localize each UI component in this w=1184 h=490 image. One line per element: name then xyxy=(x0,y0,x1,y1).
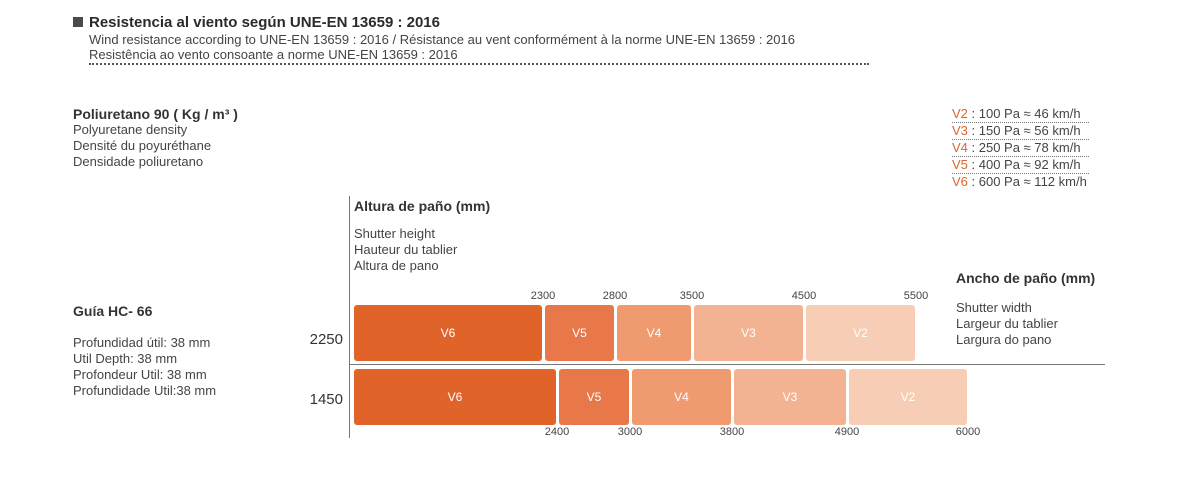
legend-row: V2 : 100 Pa ≈ 46 km/h xyxy=(952,106,1089,123)
row-separator-line xyxy=(349,364,1105,365)
legend-key: V3 xyxy=(952,123,968,138)
legend-text: : 100 Pa ≈ 46 km/h xyxy=(967,106,1081,121)
bar-segment-v6: V6 xyxy=(354,305,542,361)
height-axis-line: Shutter height xyxy=(354,226,435,241)
guide-block: Guía HC- 66 Profundidad útil: 38 mm Util… xyxy=(73,303,216,399)
width-axis-title: Ancho de paño (mm) xyxy=(956,270,1096,286)
section-header: Resistencia al viento según UNE-EN 13659… xyxy=(73,14,869,65)
subtitle-pt: Resistência ao vento consoante a norme U… xyxy=(89,47,458,62)
section-title: Resistencia al viento según UNE-EN 13659… xyxy=(89,14,440,31)
bullet-square-icon xyxy=(73,17,83,27)
bar-segment-v5: V5 xyxy=(559,369,629,425)
legend-text: : 400 Pa ≈ 92 km/h xyxy=(967,157,1081,172)
legend-row: V3 : 150 Pa ≈ 56 km/h xyxy=(952,123,1089,140)
density-line: Polyuretane density xyxy=(73,122,188,137)
bar-segment-v4: V4 xyxy=(632,369,731,425)
guide-line: Profundidad útil: 38 mm xyxy=(73,335,211,350)
row-height-label: 2250 xyxy=(309,331,343,348)
legend-key: V4 xyxy=(952,140,968,155)
legend-key: V6 xyxy=(952,174,968,189)
guide-line: Profundidade Util:38 mm xyxy=(73,383,217,398)
height-axis-line: Hauteur du tablier xyxy=(354,242,458,257)
bar-segment-v2: V2 xyxy=(849,369,967,425)
tick-label: 2300 xyxy=(530,290,556,302)
height-axis-line: Altura de pano xyxy=(354,258,439,273)
bar-segment-v6: V6 xyxy=(354,369,556,425)
guide-line: Profondeur Util: 38 mm xyxy=(73,367,207,382)
tick-label: 2800 xyxy=(602,290,628,302)
bar-segment-v2: V2 xyxy=(806,305,915,361)
row-height-label: 1450 xyxy=(309,391,343,408)
width-axis-label: Ancho de paño (mm) Shutter width Largeur… xyxy=(956,270,1095,348)
legend-text: : 600 Pa ≈ 112 km/h xyxy=(967,174,1087,189)
bar-segment-v5: V5 xyxy=(545,305,614,361)
width-axis-line: Largura do pano xyxy=(956,332,1052,347)
tick-label: 4500 xyxy=(791,290,817,302)
legend-row: V4 : 250 Pa ≈ 78 km/h xyxy=(952,140,1089,157)
subtitle-en-fr: Wind resistance according to UNE-EN 1365… xyxy=(89,32,795,47)
legend-row: V6 : 600 Pa ≈ 112 km/h xyxy=(952,174,1089,190)
bar-segment-v3: V3 xyxy=(694,305,803,361)
tick-label: 3500 xyxy=(679,290,705,302)
guide-title: Guía HC- 66 xyxy=(73,303,153,319)
tick-label: 2400 xyxy=(544,426,570,438)
density-block: Poliuretano 90 ( Kg / m³ ) Polyuretane d… xyxy=(73,106,238,170)
legend-row: V5 : 400 Pa ≈ 92 km/h xyxy=(952,157,1089,174)
height-axis-label: Altura de paño (mm) Shutter height Haute… xyxy=(354,198,490,274)
width-axis-line: Shutter width xyxy=(956,300,1032,315)
tick-label: 5500 xyxy=(903,290,929,302)
width-axis-line: Largeur du tablier xyxy=(956,316,1058,331)
wind-class-legend: V2 : 100 Pa ≈ 46 km/h V3 : 150 Pa ≈ 56 k… xyxy=(952,106,1089,190)
tick-label: 3000 xyxy=(617,426,643,438)
guide-line: Util Depth: 38 mm xyxy=(73,351,178,366)
bar-segment-v4: V4 xyxy=(617,305,691,361)
legend-text: : 250 Pa ≈ 78 km/h xyxy=(967,140,1081,155)
vertical-axis xyxy=(349,196,350,438)
bar-segment-v3: V3 xyxy=(734,369,846,425)
legend-key: V5 xyxy=(952,157,968,172)
tick-label: 6000 xyxy=(955,426,981,438)
density-line: Densidade poliuretano xyxy=(73,154,204,169)
density-line: Densité du poyuréthane xyxy=(73,138,212,153)
tick-label: 3800 xyxy=(719,426,745,438)
height-axis-title: Altura de paño (mm) xyxy=(354,198,491,214)
tick-label: 4900 xyxy=(834,426,860,438)
dotted-divider xyxy=(89,63,869,65)
density-title: Poliuretano 90 ( Kg / m³ ) xyxy=(73,106,238,122)
legend-key: V2 xyxy=(952,106,968,121)
legend-text: : 150 Pa ≈ 56 km/h xyxy=(967,123,1081,138)
